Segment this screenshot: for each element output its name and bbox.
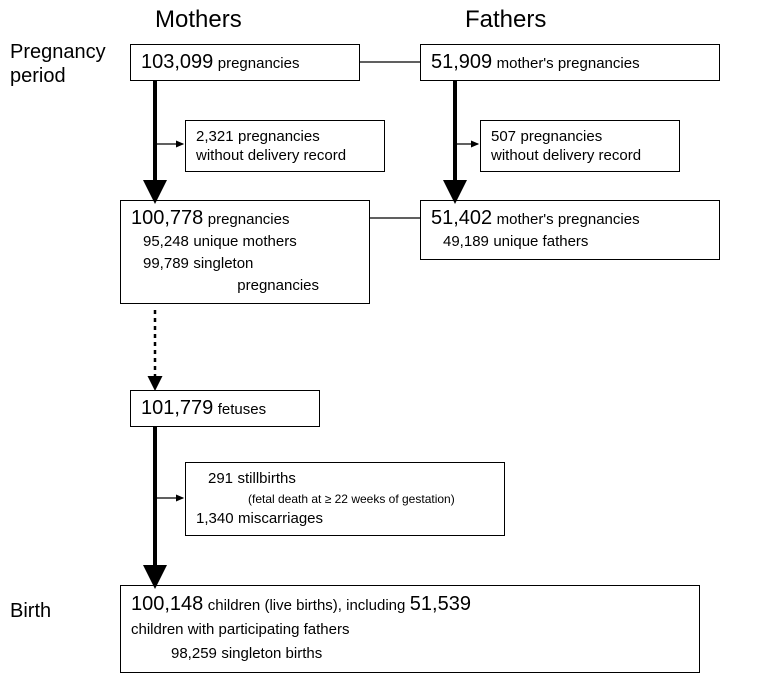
births-unit: children (live births), including [208,597,406,614]
header-mothers-text: Mothers [155,6,242,33]
box-fathers-exclusion: 507 pregnancies without delivery record [480,120,680,172]
f-excl-l1: pregnancies [520,128,602,145]
f-deliv-sub1-unit: unique fathers [493,233,588,250]
births-sub-unit: singleton births [221,645,322,662]
births-fathers-count: 51,539 [410,593,471,615]
box-fetal-exclusion: 291 stillbirths (fetal death at ≥ 22 wee… [185,462,505,536]
m-preg-unit: pregnancies [218,55,300,72]
box-mothers-pregnancies: 103,099 pregnancies [130,44,360,81]
stage-birth: Birth [10,600,51,623]
header-mothers: Mothers [155,6,242,34]
stage-pregnancy-l2: period [10,65,66,87]
stage-pregnancy-period: Pregnancy period [10,40,106,88]
f-deliv-sub1-count: 49,189 [443,233,489,250]
m-excl-count: 2,321 [196,128,234,145]
fetuses-unit: fetuses [218,401,266,418]
box-fetuses: 101,779 fetuses [130,390,320,427]
miscarriages-unit: miscarriages [238,510,323,527]
f-excl-count: 507 [491,128,516,145]
stillbirths-unit: stillbirths [237,470,295,487]
m-deliv-sub2-unit-l2: pregnancies [237,277,319,294]
m-deliv-sub1-count: 95,248 [143,233,189,250]
box-mothers-delivered: 100,778 pregnancies 95,248 unique mother… [120,200,370,304]
miscarriages-count: 1,340 [196,510,234,527]
f-excl-l2: without delivery record [491,147,641,164]
f-preg-unit: mother's pregnancies [497,55,640,72]
f-preg-count: 51,909 [431,51,492,73]
f-deliv-count: 51,402 [431,207,492,229]
box-mothers-exclusion: 2,321 pregnancies without delivery recor… [185,120,385,172]
fetuses-count: 101,779 [141,397,213,419]
births-count: 100,148 [131,593,203,615]
f-deliv-unit: mother's pregnancies [497,211,640,228]
stillbirths-count: 291 [208,470,233,487]
box-births: 100,148 children (live births), includin… [120,585,700,673]
m-preg-count: 103,099 [141,51,213,73]
births-line2: children with participating fathers [131,621,349,638]
header-fathers: Fathers [465,6,546,34]
m-deliv-unit: pregnancies [208,211,290,228]
m-deliv-sub1-unit: unique mothers [193,233,296,250]
births-sub-count: 98,259 [171,645,217,662]
stillbirths-note: (fetal death at ≥ 22 weeks of gestation) [248,492,455,506]
stage-pregnancy-l1: Pregnancy [10,41,106,63]
m-deliv-count: 100,778 [131,207,203,229]
m-deliv-sub2-unit: singleton [193,255,253,272]
stage-birth-text: Birth [10,600,51,622]
m-deliv-sub2-count: 99,789 [143,255,189,272]
box-fathers-pregnancies: 51,909 mother's pregnancies [420,44,720,81]
header-fathers-text: Fathers [465,6,546,33]
box-fathers-delivered: 51,402 mother's pregnancies 49,189 uniqu… [420,200,720,260]
m-excl-l1: pregnancies [238,128,320,145]
m-excl-l2: without delivery record [196,147,346,164]
